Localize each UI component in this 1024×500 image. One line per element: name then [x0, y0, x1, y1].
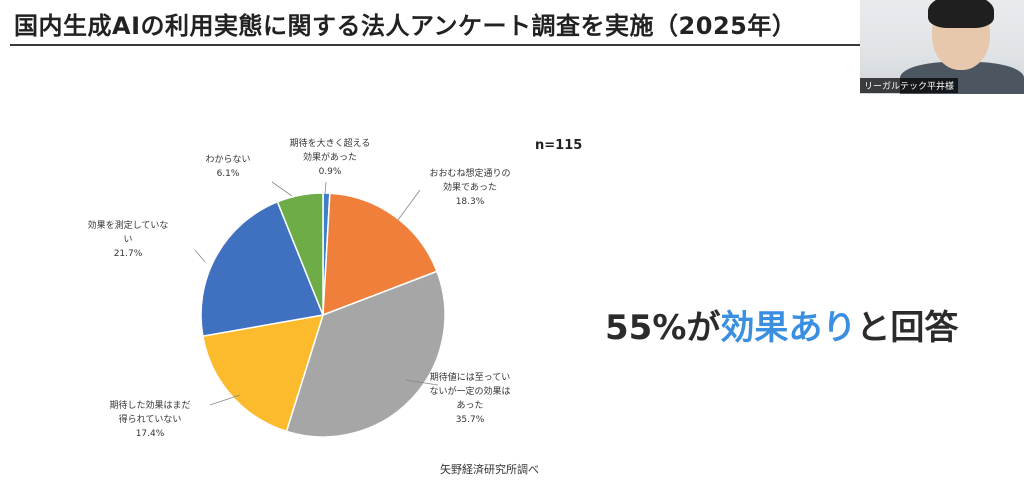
source-credit: 矢野経済研究所調べ	[440, 463, 539, 476]
slice-labels: 期待を大きく超える効果があった 0.9% おおむね想定通りの効果であった 18.3% 期…	[88, 137, 511, 439]
slice-category-label: 効果があった	[303, 151, 357, 163]
webcam-feed: リーガルテック平井様	[860, 0, 1024, 94]
leader-lines	[194, 181, 439, 406]
slice-value-label: 18.3%	[456, 197, 485, 207]
slice-value-label: 17.4%	[136, 429, 165, 439]
slice-label: 効果を測定していない 21.7%	[88, 219, 169, 259]
leader-line	[194, 249, 206, 263]
slice-label: おおむね想定通りの効果であった 18.3%	[429, 167, 510, 207]
pie-slice	[322, 192, 438, 317]
leader-line	[324, 181, 327, 195]
leader-line	[397, 189, 421, 221]
slice-category-label: 効果であった	[443, 181, 497, 193]
slice-category-label: 期待した効果はまだ	[109, 399, 190, 411]
slice-category-label: 期待を大きく超える	[290, 137, 371, 149]
slice-category-label: あった	[456, 400, 483, 411]
sample-size-label: n=115	[535, 138, 583, 153]
headline-accent: 効果あり	[720, 308, 857, 348]
slice-category-label: わからない	[205, 154, 250, 165]
slice-value-label: 21.7%	[114, 249, 143, 259]
slice-value-label: 0.9%	[319, 167, 342, 177]
slide-title: 国内生成AIの利用実態に関する法人アンケート調査を実施（2025年）	[14, 12, 797, 40]
headline-suffix: と回答	[856, 308, 959, 348]
slice-label: わからない 6.1%	[205, 154, 250, 179]
slice-label: 期待した効果はまだ得られていない 17.4%	[109, 399, 190, 439]
slice-category-label: い	[123, 235, 132, 245]
leader-line	[209, 394, 241, 406]
slice-label: 期待値には至っていないが一定の効果はあった 35.7%	[429, 371, 510, 425]
leader-line	[271, 181, 293, 197]
title-divider	[10, 44, 860, 46]
pie-slice	[201, 314, 325, 433]
leader-line	[404, 379, 439, 386]
speaker-name-label: リーガルテック平井様	[860, 78, 959, 93]
slice-category-label: おおむね想定通りの	[429, 167, 510, 179]
slice-category-label: 効果を測定していな	[88, 219, 169, 231]
headline: 55%が効果ありと回答	[605, 300, 958, 349]
slice-category-label: 期待値には至ってい	[430, 371, 511, 383]
pie-slice	[285, 270, 446, 438]
slice-category-label: ないが一定の効果は	[429, 385, 510, 397]
pie-slice	[200, 200, 325, 338]
pie-slice	[276, 192, 324, 316]
slice-value-label: 35.7%	[456, 415, 485, 425]
slice-label: 期待を大きく超える効果があった 0.9%	[290, 137, 371, 177]
person-hair	[928, 0, 994, 28]
headline-prefix: 55%が	[605, 308, 721, 348]
slice-value-label: 6.1%	[217, 169, 240, 179]
pie-slices	[200, 192, 446, 438]
slice-category-label: 得られていない	[119, 413, 182, 425]
